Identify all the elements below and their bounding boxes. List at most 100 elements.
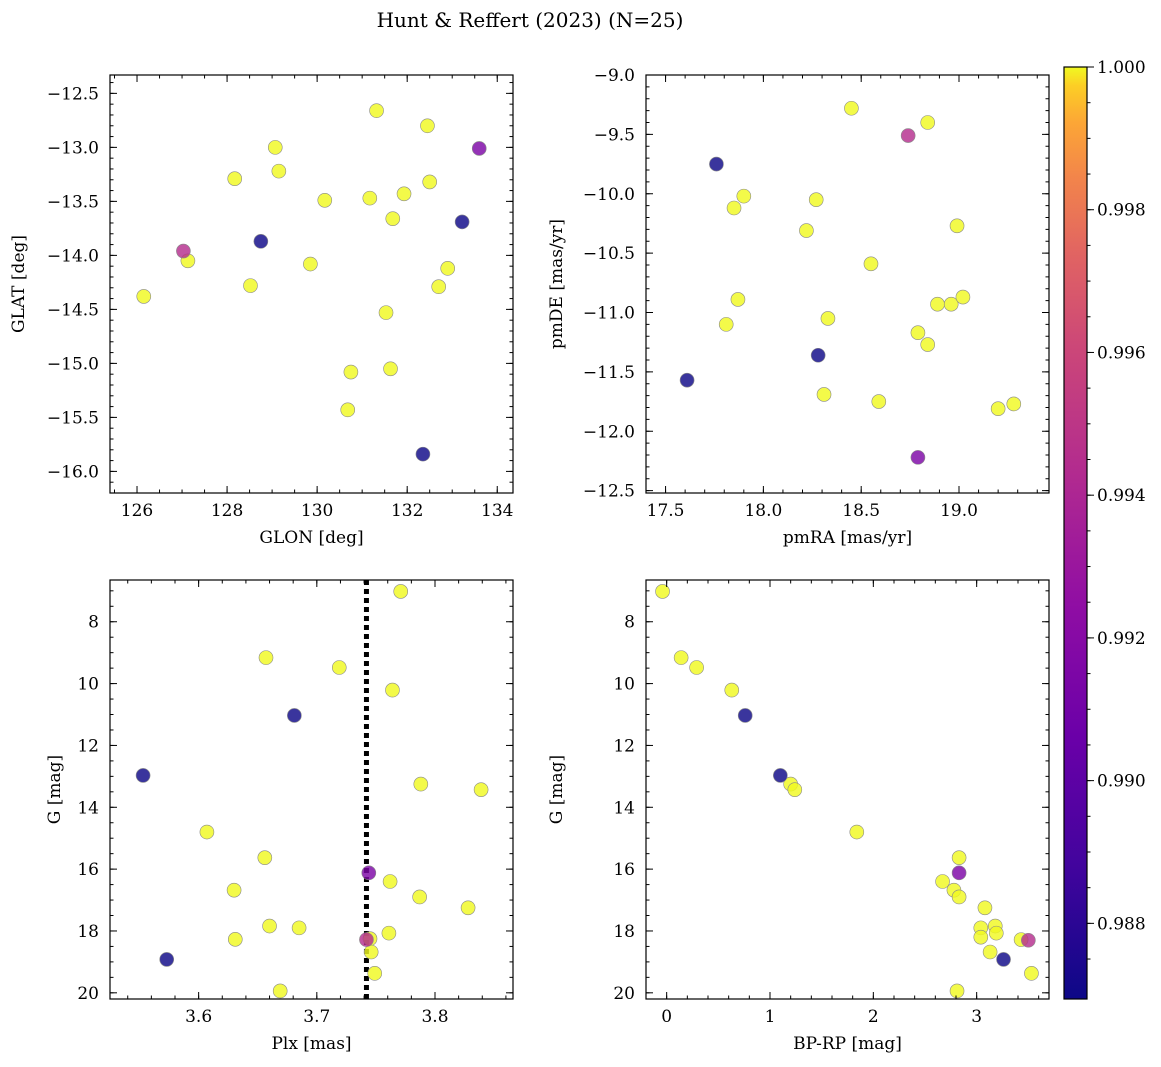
data-point [816,387,832,402]
x-axis-label: GLON [deg] [259,528,363,548]
data-point [973,929,989,945]
y-tick-label: 16 [77,860,99,880]
data-point [227,171,243,186]
y-tick-label: −12.5 [583,482,635,502]
data-point [673,650,689,665]
x-tick-label: 0 [661,1007,672,1027]
data-point [262,918,277,934]
data-point [340,402,356,418]
data-point [736,188,752,204]
data-point [951,865,967,881]
x-tick-label: 1 [765,1007,776,1027]
data-point [1024,966,1039,981]
axis-ticks: 17.5 18.0 18.5 19.0 −12.5 −12.0 −11.5 −11.0 −10.… [583,66,1049,521]
axis-ticks: 126 128 130 132 134 −16.0 −15.5 −15.0 −14.5 −14.0… [47,75,513,521]
data-point [863,256,879,272]
data-point [787,782,803,797]
data-point [689,660,704,675]
data-point [808,192,824,207]
data-point [440,261,456,276]
y-axis-label: G [mag] [547,755,567,824]
data-point [454,214,470,230]
colorbar-tick-label: 1.000 [1097,58,1146,78]
data-point [385,682,400,698]
data-point [871,394,887,409]
data-point [844,100,859,116]
data-point [949,218,965,234]
data-point [227,932,243,947]
data-point [951,850,967,865]
data-point [199,824,215,840]
y-tick-label: −15.0 [47,354,99,374]
y-tick-label: −9.0 [594,66,635,86]
scatter-points [655,584,1039,999]
data-point [383,361,398,377]
colorbar: 0.988 0.990 0.992 0.994 0.996 0.998 1.000 [1063,58,1146,1000]
data-point [910,325,926,340]
data-point [988,925,1004,941]
y-tick-label: 18 [77,922,99,942]
data-point [709,156,724,172]
y-tick-label: 18 [613,922,635,942]
y-tick-label: −12.5 [47,84,99,104]
axes-frame [109,579,514,1000]
data-point [820,311,836,326]
data-point [920,337,936,352]
x-axis-label: BP-RP [mag] [793,1034,902,1054]
y-tick-label: −16.0 [47,462,99,482]
data-point [361,865,377,881]
y-tick-label: 14 [77,798,99,818]
data-point [362,190,378,206]
data-point [291,920,307,936]
data-point [243,278,258,293]
y-tick-label: 8 [88,613,99,633]
data-point [176,243,191,259]
y-axis-label: GLAT [deg] [9,235,29,333]
data-point [331,660,347,675]
data-point [378,305,394,320]
data-point [679,372,695,388]
x-tick-label: 3 [971,1007,982,1027]
x-tick-label: 3.6 [185,1007,212,1027]
data-point [900,128,916,143]
axes-frame [109,74,514,494]
data-point [413,776,429,792]
data-point [1006,396,1022,412]
data-point [473,782,489,797]
data-point [303,256,318,272]
data-point [977,900,993,916]
data-point [363,944,379,960]
data-point [382,874,398,889]
y-tick-label: −10.0 [583,185,635,205]
data-point [267,140,283,155]
data-point [412,889,427,905]
scatter-points [679,100,1022,465]
data-point [272,983,288,999]
data-point [949,983,965,999]
panel-pmra-pmde: 17.5 18.0 18.5 19.0 −12.5 −12.0 −11.5 −11.0 −10.… [547,66,1050,548]
data-point [460,900,476,916]
x-tick-label: 130 [301,501,333,521]
data-point [420,118,435,134]
y-tick-label: 16 [613,860,635,880]
y-tick-label: −14.5 [47,300,99,320]
x-axis-label: pmRA [mas/yr] [783,528,912,548]
panel-plx-g: 3.6 3.7 3.8 8 10 12 14 16 18 20 Plx [mas] G [mag] [45,579,514,1054]
y-tick-label: −11.0 [583,304,635,324]
colorbar-gradient [1063,66,1088,1000]
colorbar-tick-label: 0.998 [1097,201,1146,221]
y-tick-label: −13.5 [47,192,99,212]
data-point [718,317,734,332]
data-point [385,211,401,226]
y-axis-label: G [mag] [45,755,65,824]
data-point [226,882,242,898]
x-tick-label: 126 [121,501,153,521]
data-point [431,279,447,295]
data-point [253,234,269,249]
y-tick-label: 14 [613,798,635,818]
data-point [951,889,967,905]
data-point [920,115,936,130]
